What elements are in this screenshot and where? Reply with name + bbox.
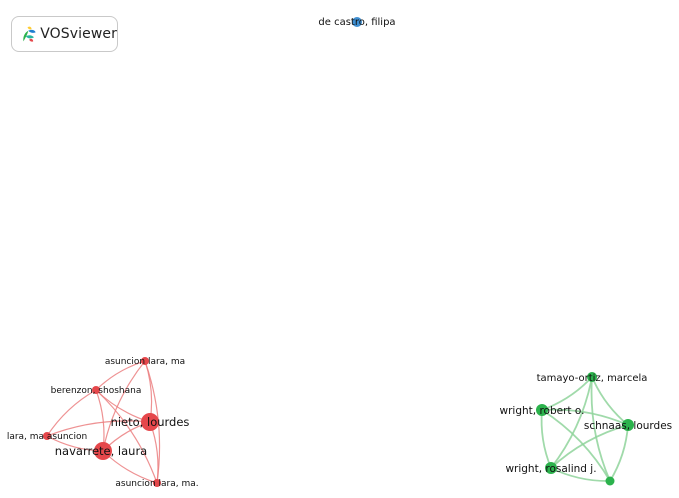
link-wright-robert-wright-rosalind [540,409,552,469]
link-asuncion-lara-ma-berenzon [95,360,146,391]
vosviewer-logo-text: VOSviewer [40,26,117,42]
node-label-lara-ma: lara, ma asuncion [7,432,87,442]
link-berenzon-lara-ma [46,389,97,437]
node-label-wright-rosalind: wright, rosalind j. [505,463,596,475]
node-de-castro[interactable] [352,17,362,27]
node-nieto[interactable] [141,413,159,431]
link-schnaas-wright-rosalind [550,424,629,469]
node-label-wright-robert: wright, robert o. [500,405,585,417]
node-navarrete[interactable] [94,442,112,460]
vosviewer-logo: VOSviewer [11,16,118,52]
node-label-schnaas: schnaas, lourdes [584,420,672,432]
link-berenzon-asuncion-lara-ma-dot [95,389,158,484]
node-asuncion-lara-ma[interactable] [141,357,149,365]
node-label-asuncion-lara-ma: asuncion lara, ma [105,357,185,367]
link-tamayo-wright-rosalind [550,376,593,469]
node-label-tamayo: tamayo-ortiz, marcela [537,373,648,384]
link-berenzon-navarrete [95,389,105,452]
link-wright-robert-green-unlabeled [541,409,611,482]
node-label-navarrete: navarrete, laura [55,444,147,458]
vosviewer-logo-icon [23,26,36,42]
node-tamayo[interactable] [587,372,597,382]
node-label-nieto: nieto, lourdes [111,415,190,429]
node-wright-robert[interactable] [536,404,548,416]
link-asuncion-lara-ma-navarrete [102,360,146,452]
link-wright-robert-schnaas [541,408,629,426]
network-labels: de castro, filipa asuncion lara, ma berenz… [7,17,672,489]
node-green-unlabeled[interactable] [605,476,615,486]
node-asuncion-lara-ma-dot[interactable] [153,479,161,487]
link-tamayo-green-unlabeled [590,376,611,482]
node-label-asuncion-lara-ma-dot: asuncion lara, ma. [115,479,198,489]
node-berenzon[interactable] [92,386,100,394]
node-schnaas[interactable] [622,419,634,431]
node-label-berenzon: berenzon, shoshana [51,386,142,396]
link-schnaas-green-unlabeled [609,424,629,482]
node-wright-rosalind[interactable] [545,462,557,474]
link-nieto-lara-ma [46,420,151,437]
node-lara-ma[interactable] [43,432,51,440]
node-label-de-castro: de castro, filipa [318,17,395,28]
network-nodes [43,17,634,487]
